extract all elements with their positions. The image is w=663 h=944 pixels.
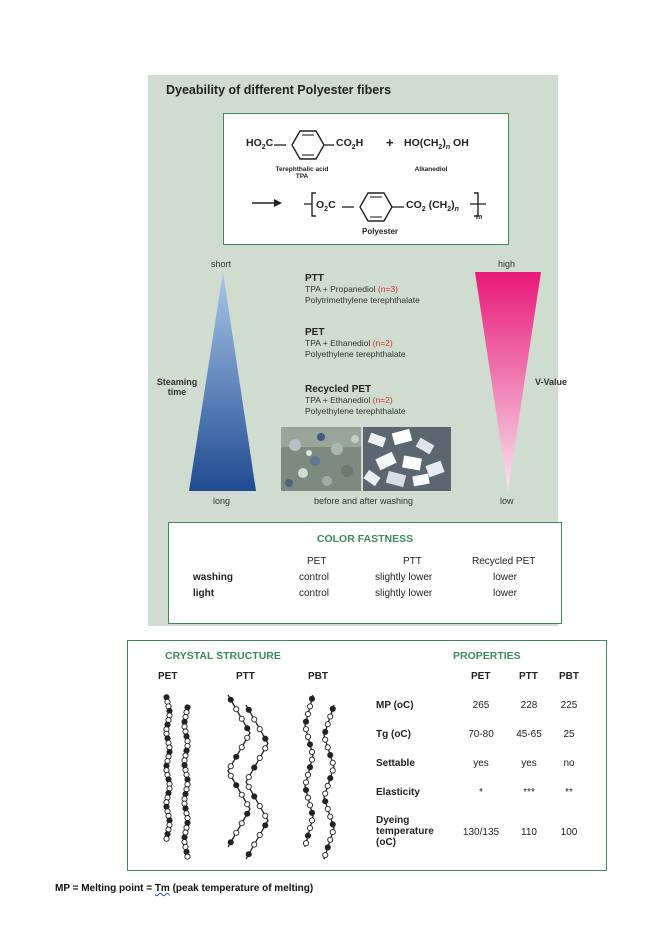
steaming-bottom-label: long — [213, 496, 231, 506]
prop-cell: 70-80 — [468, 729, 494, 740]
prop-cell: 228 — [520, 700, 538, 711]
alkanediol-caption: Alkanediol — [414, 166, 448, 173]
reaction-arrow-icon — [252, 199, 282, 207]
panel-title: Dyeability of different Polyester fibers — [166, 83, 392, 97]
prop-cell: 100 — [560, 827, 578, 838]
prop-cell: 45-65 — [516, 729, 542, 740]
prop-cell: 25 — [563, 729, 575, 740]
color-fastness-title: COLOR FASTNESS — [316, 533, 414, 545]
cf-header-recycled-pet: Recycled PET — [472, 556, 536, 567]
cf-row-label: washing — [193, 572, 234, 583]
ptt-chain-1 — [227, 694, 251, 848]
footnote: MP = Melting point = Tm (peak temperatur… — [55, 883, 314, 894]
photo-caption: before and after washing — [314, 496, 414, 506]
prop-cell: * — [479, 787, 483, 798]
pbt-chain-2 — [322, 704, 336, 860]
prop-header-pbt: PBT — [559, 671, 579, 682]
steaming-axis-label: Steaming time — [156, 377, 198, 397]
vvalue-axis-label: V-Value — [535, 377, 568, 387]
prop-row-label: Settable — [376, 758, 415, 769]
polyester-left-group: O2C — [316, 199, 336, 214]
vvalue-top-label: high — [498, 259, 516, 269]
prop-cell: 225 — [560, 700, 578, 711]
pet-chain-1 — [163, 694, 173, 842]
ptt-chain-2 — [245, 704, 269, 860]
crystal-properties-box: CRYSTAL STRUCTURE PET PTT PBT PROPERTIES… — [127, 640, 607, 871]
polyester-right-group: CO2 (CH2)n — [406, 199, 459, 214]
prop-cell: 110 — [521, 827, 537, 838]
prop-row-label-dyeing: Dyeing temperature (oC) — [376, 815, 434, 848]
prop-cell: *** — [523, 787, 535, 798]
left-bracket-icon — [304, 192, 316, 217]
prop-cell: yes — [473, 758, 489, 769]
steaming-triangle-shape — [189, 272, 256, 491]
polyester-benzene-ring-icon — [342, 192, 404, 222]
cf-cell: slightly lower — [375, 588, 433, 599]
cf-cell: control — [299, 588, 330, 599]
cf-cell: slightly lower — [375, 572, 433, 583]
benzene-ring-icon — [274, 130, 334, 160]
fiber-recycled-pet: Recycled PET TPA + Ethanediol (n=2) Poly… — [305, 384, 406, 416]
dyeability-panel: Dyeability of different Polyester fibers… — [148, 75, 567, 626]
pbt-chain-1 — [302, 694, 316, 848]
photo-before-washing — [281, 427, 361, 491]
plus-sign: + — [386, 135, 394, 150]
cf-cell: lower — [493, 588, 517, 599]
crystal-structure-drawing — [163, 694, 336, 860]
prop-cell: yes — [521, 758, 537, 769]
prop-row-label: Tg (oC) — [376, 729, 411, 740]
crystal-structure-title: CRYSTAL STRUCTURE — [165, 650, 281, 662]
chemistry-box: HO2C CO2H + HO(CH2)n OH Terephthalic aci… — [223, 113, 509, 245]
prop-row-label: Elasticity — [376, 787, 420, 798]
color-fastness-box: COLOR FASTNESS PET PTT Recycled PET wash… — [168, 522, 562, 624]
prop-cell: ** — [565, 787, 573, 798]
vvalue-triangle-shape — [475, 272, 541, 491]
fiber-ptt: PTT TPA + Propanediol (n=3) Polytrimethy… — [305, 273, 420, 305]
photo-after-washing — [363, 427, 451, 491]
cf-cell: control — [299, 572, 330, 583]
cf-header-ptt: PTT — [403, 556, 422, 567]
polyester-caption: Polyester — [361, 227, 399, 236]
right-bracket-icon — [470, 192, 486, 217]
prop-cell: no — [563, 758, 575, 769]
prop-header-pet: PET — [471, 671, 491, 682]
properties-title: PROPERTIES — [453, 650, 521, 662]
crystal-label-ptt: PTT — [236, 671, 255, 682]
prop-row-label: MP (oC) — [376, 700, 414, 711]
crystal-label-pet: PET — [158, 671, 178, 682]
vvalue-bottom-label: low — [500, 496, 514, 506]
tpa-right-group: CO2H — [336, 137, 364, 152]
polyester-m-subscript: m — [476, 214, 483, 221]
pet-chain-2 — [181, 704, 191, 860]
steaming-top-label: short — [211, 259, 232, 269]
alkanediol-formula: HO(CH2)n OH — [404, 137, 469, 152]
prop-cell: 130/135 — [462, 827, 500, 838]
cf-row-label: light — [193, 588, 215, 599]
crystal-label-pbt: PBT — [308, 671, 328, 682]
tpa-caption: Terephthalic acid TPA — [275, 166, 329, 180]
fiber-pet: PET TPA + Ethanediol (n=2) Polyethylene … — [305, 327, 406, 359]
prop-header-ptt: PTT — [519, 671, 538, 682]
cf-cell: lower — [493, 572, 517, 583]
tpa-left-group: HO2C — [246, 137, 274, 152]
cf-header-pet: PET — [307, 556, 327, 567]
prop-cell: 265 — [472, 700, 490, 711]
